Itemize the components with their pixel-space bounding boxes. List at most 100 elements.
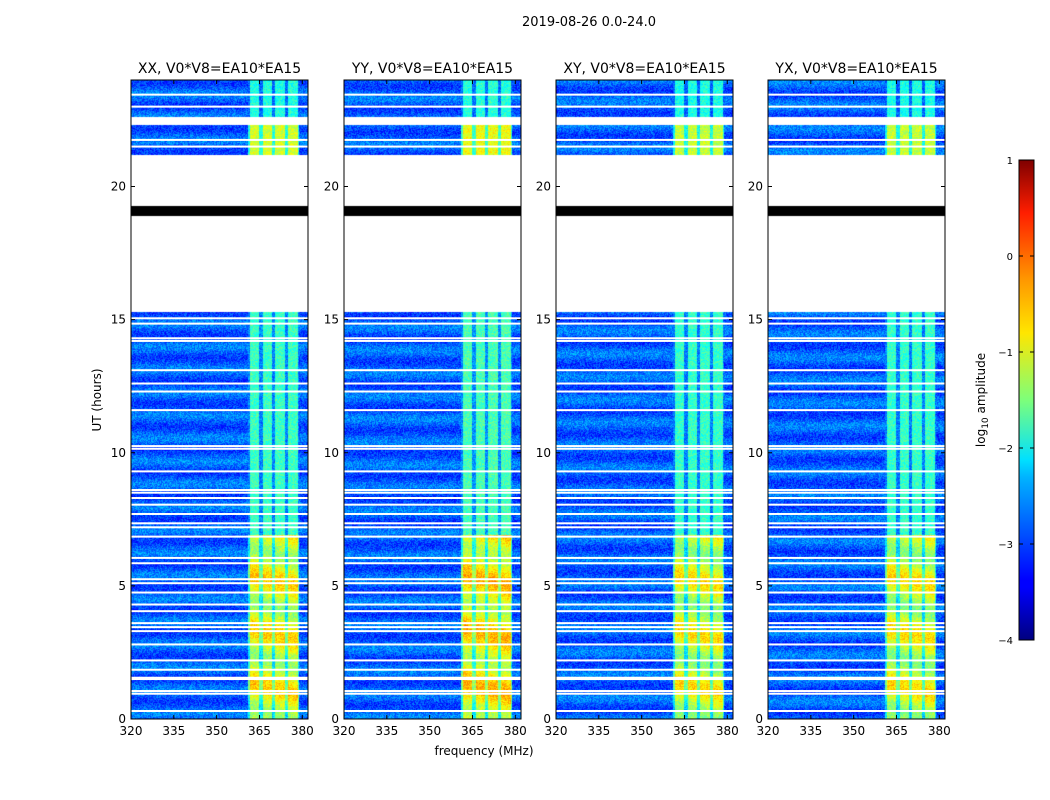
- flag-line: [556, 659, 733, 662]
- flag-line: [556, 382, 733, 385]
- flag-line: [131, 522, 308, 525]
- flag-line: [768, 676, 945, 679]
- flag-line: [768, 603, 945, 606]
- flag-line: [768, 369, 945, 372]
- flag-line: [344, 491, 521, 494]
- panel-yx: YX, V0*V8=EA10*EA15 320 335 350 365 380 0 5 10 15…: [748, 61, 951, 738]
- colorbar-label-sub: 10: [981, 417, 991, 429]
- flag-line: [556, 447, 733, 450]
- flag-line: [344, 512, 521, 515]
- flag-line: [556, 556, 733, 559]
- waterfall-heatmap-xx: [131, 80, 308, 719]
- y-tick-label: 0: [118, 712, 126, 726]
- flag-line: [344, 535, 521, 538]
- flag-line: [768, 562, 945, 565]
- flag-line: [344, 556, 521, 559]
- flag-line: [131, 678, 308, 681]
- flag-line: [344, 522, 521, 525]
- x-tick-label: 365: [673, 724, 696, 738]
- flag-line: [768, 630, 945, 633]
- flag-line: [131, 668, 308, 671]
- y-tick-label: 10: [748, 446, 763, 460]
- flag-line: [556, 503, 733, 506]
- flag-line: [344, 138, 521, 141]
- flag-line: [768, 93, 945, 96]
- y-tick-label: 15: [324, 313, 339, 327]
- flag-line: [768, 659, 945, 662]
- waterfall-heatmap-yx: [768, 80, 945, 719]
- flag-line: [768, 447, 945, 450]
- flag-line: [131, 447, 308, 450]
- flag-line: [768, 610, 945, 613]
- flag-line: [768, 497, 945, 500]
- flag-line: [344, 445, 521, 448]
- flag-line: [344, 626, 521, 629]
- flag-line: [556, 526, 733, 529]
- flag-line: [131, 489, 308, 492]
- flag-line: [344, 503, 521, 506]
- flag-line: [768, 512, 945, 515]
- flag-line: [556, 690, 733, 693]
- flag-line: [768, 582, 945, 585]
- x-tick-label: 335: [587, 724, 610, 738]
- colorbar-label-main: log: [974, 429, 988, 447]
- y-tick-label: 5: [331, 579, 339, 593]
- x-axis-label: frequency (MHz): [434, 744, 533, 758]
- flag-line: [556, 678, 733, 681]
- y-tick-label: 5: [755, 579, 763, 593]
- flag-line: [131, 93, 308, 96]
- flag-line: [131, 630, 308, 633]
- x-tick-label: 365: [885, 724, 908, 738]
- flag-line: [344, 622, 521, 625]
- flag-line: [131, 643, 308, 646]
- flag-line: [556, 390, 733, 393]
- flag-line: [131, 322, 308, 325]
- panel-frame: [555, 79, 734, 720]
- flag-line: [131, 382, 308, 385]
- flag-line: [344, 497, 521, 500]
- panel-xx: XX, V0*V8=EA10*EA15 320 335 350 365 380 0 5 10 15…: [111, 61, 314, 738]
- flag-line: [131, 390, 308, 393]
- colorbar-tick-label: 0: [1007, 252, 1013, 263]
- waterfall-heatmap-yy: [344, 80, 521, 719]
- y-tick-label: 0: [755, 712, 763, 726]
- flag-line: [344, 322, 521, 325]
- flag-line: [131, 339, 308, 342]
- flag-line: [344, 105, 521, 108]
- flag-line: [556, 322, 733, 325]
- x-tick-label: 380: [504, 724, 527, 738]
- flag-line: [768, 337, 945, 340]
- panel-title-yx: YX, V0*V8=EA10*EA15: [774, 61, 937, 77]
- colorbar-tick-label: −4: [998, 636, 1013, 647]
- y-tick-label: 20: [536, 180, 551, 194]
- flag-line: [131, 526, 308, 529]
- flag-line: [768, 145, 945, 148]
- y-tick-label: 20: [748, 180, 763, 194]
- x-tick-label: 320: [545, 724, 568, 738]
- flag-line: [556, 512, 733, 515]
- y-tick-label: 20: [324, 180, 339, 194]
- colorbar-tick-label: −3: [998, 540, 1013, 551]
- flag-line: [768, 626, 945, 629]
- flag-line: [131, 105, 308, 108]
- x-tick-label: 320: [120, 724, 143, 738]
- flag-line: [344, 409, 521, 412]
- flag-line: [768, 445, 945, 448]
- waterfall-heatmap-xy: [556, 80, 733, 719]
- flag-line: [768, 692, 945, 695]
- flag-line: [768, 678, 945, 681]
- flag-line: [556, 582, 733, 585]
- flag-line: [556, 626, 733, 629]
- x-tick-label: 350: [205, 724, 228, 738]
- flag-line: [768, 526, 945, 529]
- flag-line: [556, 603, 733, 606]
- flag-line: [556, 562, 733, 565]
- flag-line: [768, 409, 945, 412]
- flag-line: [344, 668, 521, 671]
- y-tick-label: 15: [111, 313, 126, 327]
- flag-line: [344, 659, 521, 662]
- flag-line: [344, 526, 521, 529]
- flag-line: [131, 562, 308, 565]
- flag-line: [768, 339, 945, 342]
